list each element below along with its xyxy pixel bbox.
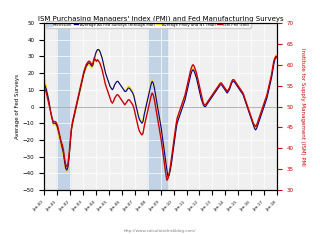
Y-axis label: Average of Fed Surveys: Average of Fed Surveys — [15, 74, 20, 139]
Legend: Recession, Average All Fed Surveys (through Mar), Average Philly and NY (Mar), I: Recession, Average All Fed Surveys (thro… — [46, 21, 251, 28]
Title: ISM Purchasing Managers' Index (PMI) and Fed Manufacturing Surveys: ISM Purchasing Managers' Index (PMI) and… — [38, 15, 284, 22]
Y-axis label: Institute for Supply Management (ISM) PMI: Institute for Supply Management (ISM) PM… — [300, 48, 305, 165]
Text: http://www.calculatedriskblog.com/: http://www.calculatedriskblog.com/ — [124, 229, 196, 233]
Bar — [57, 23, 70, 190]
Bar — [148, 23, 167, 190]
